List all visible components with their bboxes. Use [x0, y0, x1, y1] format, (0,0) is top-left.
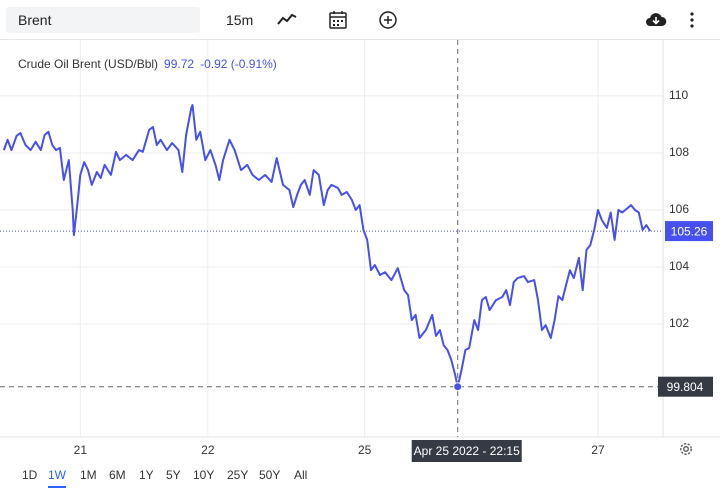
- range-button[interactable]: 10Y: [193, 468, 215, 482]
- legend: Crude Oil Brent (USD/Bbl) 99.72 -0.92 (-0.…: [18, 57, 277, 71]
- range-button[interactable]: 50Y: [259, 468, 281, 482]
- x-tick-label: 22: [201, 443, 215, 457]
- crosshair-point: [453, 382, 463, 392]
- range-button[interactable]: 6M: [109, 468, 126, 482]
- price-line: [2, 104, 652, 388]
- crosshair-x-box: [411, 440, 522, 462]
- y-tick-label: 110: [669, 88, 688, 102]
- chart-type-icon[interactable]: [275, 8, 299, 32]
- crosshair-x-label: Apr 25 2022 - 22:15: [414, 444, 520, 458]
- symbol-search[interactable]: Brent: [6, 7, 200, 33]
- x-tick-label: 25: [358, 443, 372, 457]
- range-button[interactable]: 1M: [80, 468, 97, 482]
- range-button[interactable]: 1W: [48, 468, 66, 488]
- last-price-box: [665, 221, 713, 242]
- y-tick-label: 104: [669, 259, 689, 273]
- add-icon[interactable]: [376, 8, 400, 32]
- y-tick-label: 106: [669, 202, 689, 216]
- menu-icon[interactable]: [680, 8, 704, 32]
- range-button[interactable]: 1D: [22, 468, 38, 482]
- range-button[interactable]: 1Y: [139, 468, 154, 482]
- crosshair-y-label: 99.804: [667, 380, 704, 394]
- legend-change: -0.92 (-0.91%): [200, 57, 277, 71]
- last-price-label: 105.26: [671, 224, 708, 238]
- legend-title: Crude Oil Brent (USD/Bbl): [18, 57, 158, 71]
- x-tick-label: 27: [591, 443, 605, 457]
- range-button[interactable]: All: [294, 468, 308, 482]
- x-tick-label: 21: [74, 443, 88, 457]
- toolbar: Brent 15m: [0, 0, 720, 40]
- download-icon[interactable]: [644, 8, 668, 32]
- legend-value: 99.72: [164, 57, 194, 71]
- y-tick-label: 102: [669, 316, 689, 330]
- settings-icon[interactable]: [677, 440, 695, 458]
- calendar-icon[interactable]: [326, 8, 350, 32]
- range-button[interactable]: 5Y: [166, 468, 181, 482]
- interval-selector[interactable]: 15m: [226, 12, 254, 28]
- range-bar: 1D 1W 1M 6M 1Y 5Y 10Y 25Y 50Y All: [0, 464, 720, 490]
- crosshair-y-box: [658, 376, 713, 397]
- y-tick-label: 108: [669, 145, 689, 159]
- range-button[interactable]: 25Y: [227, 468, 249, 482]
